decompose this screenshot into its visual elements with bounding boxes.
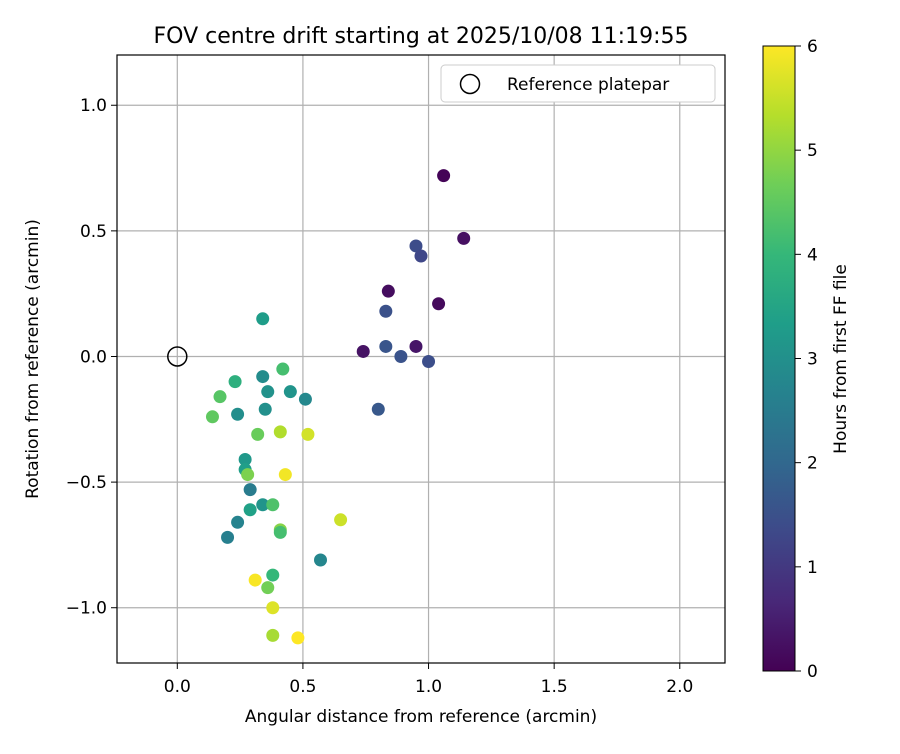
reference-platepar-marker [167, 346, 188, 367]
data-point [414, 249, 428, 263]
data-point [266, 568, 280, 582]
legend-reference-label: Reference platepar [507, 75, 669, 95]
data-point [273, 525, 287, 539]
data-point [256, 370, 270, 384]
legend: Reference platepar [440, 64, 716, 103]
data-point [381, 284, 395, 298]
data-point [231, 515, 245, 529]
x-tick-label: 2.0 [666, 677, 693, 697]
x-axis-ticks: 0.0 0.5 1.0 1.5 2.0 [164, 663, 693, 697]
data-point [241, 468, 255, 482]
y-tick-label: −0.5 [66, 473, 107, 493]
colorbar-tick-label: 2 [807, 454, 818, 474]
data-point [409, 339, 423, 353]
x-tick-label: 1.5 [541, 677, 568, 697]
colorbar: 0 1 2 3 4 5 6 Hours from first FF file [762, 37, 851, 682]
plot-background [117, 55, 725, 663]
y-tick-label: 0.5 [80, 222, 107, 242]
y-axis-label: Rotation from reference (arcmin) [23, 219, 43, 499]
data-point [394, 349, 408, 363]
data-point [457, 231, 471, 245]
data-point [221, 530, 235, 544]
data-point [273, 425, 287, 439]
colorbar-label: Hours from first FF file [831, 264, 851, 454]
data-point [334, 513, 348, 527]
x-tick-label: 0.0 [164, 677, 191, 697]
data-point [266, 498, 280, 512]
data-point [205, 410, 219, 424]
data-point [379, 304, 393, 318]
data-point [256, 312, 270, 326]
data-point [228, 375, 242, 389]
data-point [276, 362, 290, 376]
y-tick-label: −1.0 [66, 599, 107, 619]
x-tick-label: 0.5 [289, 677, 316, 697]
plot-frame [116, 54, 726, 664]
data-point [422, 355, 436, 369]
y-tick-label: 1.0 [80, 96, 107, 116]
colorbar-tick-label: 6 [807, 37, 818, 57]
y-axis-ticks: −1.0 −0.5 0.0 0.5 1.0 [66, 96, 117, 619]
data-point [298, 392, 312, 406]
data-point [261, 581, 275, 595]
colorbar-gradient [762, 45, 796, 672]
data-point [248, 573, 262, 587]
data-point [251, 427, 265, 441]
plot-area: 0.0 0.5 1.0 1.5 2.0 −1.0 −0.5 0.0 0.5 1.0 [66, 54, 726, 697]
x-axis-label: Angular distance from reference (arcmin) [245, 707, 597, 727]
data-points [205, 169, 471, 645]
legend-reference-marker [459, 73, 481, 95]
data-point [243, 503, 257, 517]
data-point [314, 553, 328, 567]
data-point [371, 402, 385, 416]
data-point [291, 631, 305, 645]
legend-box [440, 64, 716, 103]
data-point [379, 339, 393, 353]
colorbar-tick-label: 1 [807, 558, 818, 578]
colorbar-ticks: 0 1 2 3 4 5 6 [795, 37, 818, 682]
data-point [437, 169, 451, 183]
data-point [243, 483, 257, 497]
data-point [432, 297, 446, 311]
data-point [261, 385, 275, 399]
data-point [258, 402, 272, 416]
chart-title: FOV centre drift starting at 2025/10/08 … [154, 24, 689, 49]
data-point [409, 239, 423, 253]
data-point [238, 452, 252, 466]
data-point [213, 390, 227, 404]
data-point [301, 427, 315, 441]
data-point [266, 601, 280, 615]
data-point [278, 468, 292, 482]
data-point [266, 628, 280, 642]
data-point [356, 344, 370, 358]
colorbar-tick-label: 4 [807, 245, 818, 265]
colorbar-tick-label: 0 [807, 662, 818, 682]
colorbar-tick-label: 5 [807, 141, 818, 161]
x-tick-label: 1.0 [415, 677, 442, 697]
y-tick-label: 0.0 [80, 347, 107, 367]
data-point [256, 498, 270, 512]
data-point [231, 407, 245, 421]
colorbar-tick-label: 3 [807, 350, 818, 370]
data-point [283, 385, 297, 399]
